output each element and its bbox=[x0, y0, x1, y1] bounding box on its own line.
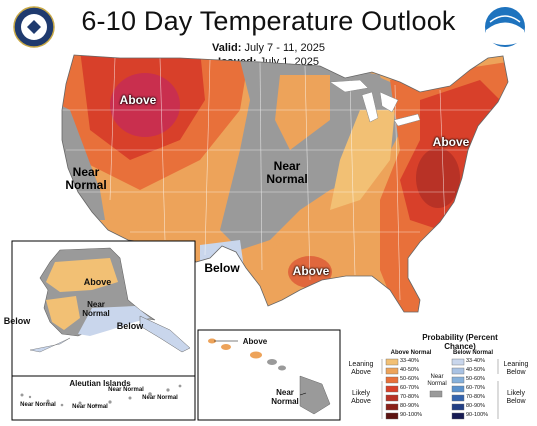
legend-range-above-1: 33-40% bbox=[400, 358, 419, 364]
legend-below-header: Below Normal bbox=[452, 350, 493, 356]
great-lakes bbox=[329, 79, 421, 127]
valid-dates: Valid: July 7 - 11, 2025 bbox=[0, 42, 537, 54]
page-title: 6-10 Day Temperature Outlook bbox=[81, 6, 456, 36]
hawaii-islands bbox=[208, 338, 331, 415]
label-alaska-above: Above bbox=[83, 277, 112, 287]
legend-near-normal: Near Normal bbox=[427, 374, 447, 387]
legend-range-below-2: 40-50% bbox=[466, 367, 485, 373]
label-alaska-near-normal: Near Normal bbox=[82, 300, 110, 318]
legend-swatch-above-2 bbox=[385, 367, 399, 375]
label-hawaii-above: Above bbox=[242, 337, 268, 346]
label-above-west: Above bbox=[119, 93, 157, 107]
label-near-normal-west: Near Normal bbox=[65, 165, 107, 192]
legend-title: Probability (Percent Chance) bbox=[422, 333, 498, 351]
legend-above-header: Above Normal bbox=[390, 350, 432, 356]
label-aleutian-near-normal-1: Near Normal bbox=[20, 402, 56, 408]
legend-range-above-7: 90-100% bbox=[400, 412, 423, 418]
label-alaska-below-outside: Below bbox=[3, 316, 31, 326]
legend-swatch-above-3 bbox=[385, 376, 399, 384]
legend-swatch-above-7 bbox=[385, 412, 399, 420]
legend-swatches bbox=[381, 358, 499, 420]
legend-range-below-6: 80-90% bbox=[466, 403, 485, 409]
label-alaska-below: Below bbox=[116, 321, 144, 331]
legend-range-below-7: 90-100% bbox=[466, 412, 489, 418]
legend-leaning-below: Leaning Below bbox=[503, 361, 529, 376]
noaa-logo bbox=[485, 7, 525, 47]
legend-leaning-above: Leaning Above bbox=[348, 361, 374, 376]
legend-likely-above: Likely Above bbox=[351, 390, 371, 405]
aleutian-inset bbox=[11, 375, 196, 421]
legend-swatch-below-2 bbox=[451, 367, 465, 375]
alaska-map bbox=[29, 247, 191, 353]
legend-swatch-below-3 bbox=[451, 376, 465, 384]
legend-swatch-above-6 bbox=[385, 403, 399, 411]
legend-range-below-4: 60-70% bbox=[466, 385, 485, 391]
legend-range-above-5: 70-80% bbox=[400, 394, 419, 400]
legend-range-above-6: 80-90% bbox=[400, 403, 419, 409]
legend-swatch-above-4 bbox=[385, 385, 399, 393]
legend-range-above-2: 40-50% bbox=[400, 367, 419, 373]
legend-swatch-below-7 bbox=[451, 412, 465, 420]
aleutian-title: Aleutian Islands bbox=[69, 379, 131, 388]
valid-label: Valid: bbox=[212, 42, 242, 54]
label-aleutian-near-normal-2: Near Normal bbox=[72, 404, 108, 410]
label-aleutian-near-normal-4: Near Normal bbox=[142, 395, 178, 401]
legend-range-above-4: 60-70% bbox=[400, 385, 419, 391]
label-above-gulf: Above bbox=[292, 264, 330, 278]
label-above-east: Above bbox=[432, 135, 470, 149]
legend-swatch-below-5 bbox=[451, 394, 465, 402]
legend-swatch-above-5 bbox=[385, 394, 399, 402]
legend-swatch-below-1 bbox=[451, 358, 465, 366]
legend-swatch-above-1 bbox=[385, 358, 399, 366]
label-below-texas: Below bbox=[204, 261, 240, 275]
legend-swatch-near-normal bbox=[429, 390, 443, 398]
legend-range-below-1: 33-40% bbox=[466, 358, 485, 364]
label-hawaii-near-normal: Near Normal bbox=[271, 388, 299, 406]
legend-swatch-below-4 bbox=[451, 385, 465, 393]
valid-value: July 7 - 11, 2025 bbox=[244, 42, 325, 54]
legend-range-below-5: 70-80% bbox=[466, 394, 485, 400]
legend-range-above-3: 50-60% bbox=[400, 376, 419, 382]
legend-range-below-3: 50-60% bbox=[466, 376, 485, 382]
legend-likely-below: Likely Below bbox=[506, 390, 526, 405]
legend-swatch-below-6 bbox=[451, 403, 465, 411]
aleutian-islands bbox=[20, 384, 182, 407]
label-near-normal-central: Near Normal bbox=[266, 159, 308, 186]
department-of-commerce-seal bbox=[13, 6, 55, 48]
label-aleutian-near-normal-3: Near Normal bbox=[108, 387, 144, 393]
